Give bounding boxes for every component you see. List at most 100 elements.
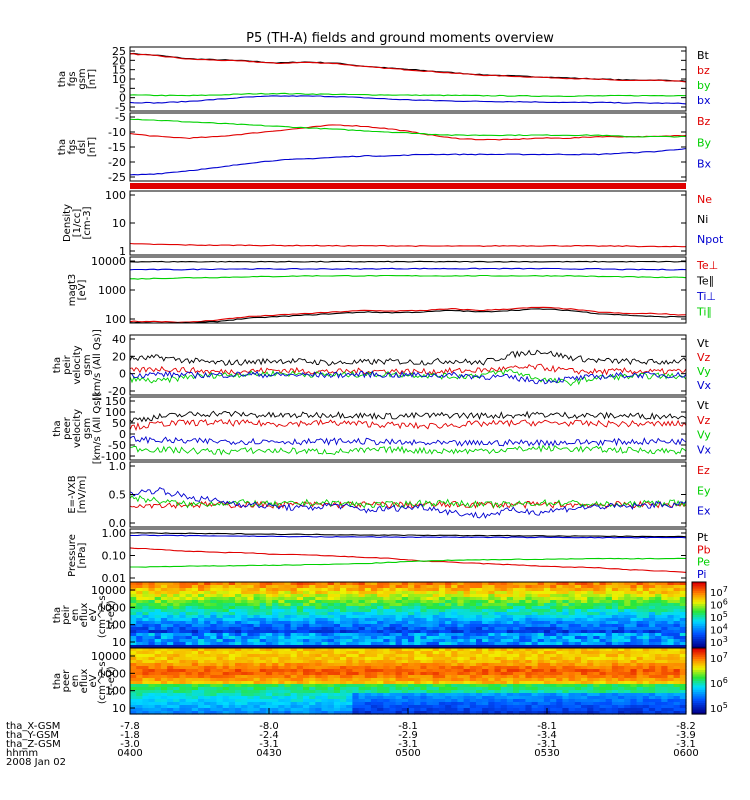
heat-cell [321, 705, 329, 709]
heat-cell [340, 600, 347, 604]
y-axis-label: eV [88, 608, 99, 621]
heat-cell [154, 684, 162, 688]
heat-cell [482, 594, 489, 598]
heat-cell [451, 648, 458, 652]
colorbar-cell [692, 623, 706, 627]
heat-cell [327, 597, 335, 601]
y-axis-label: tha [52, 607, 63, 623]
heat-cell [587, 666, 594, 670]
heat-cell [587, 618, 594, 622]
heat-cell [636, 669, 644, 673]
heat-cell [352, 681, 360, 685]
heat-cell [253, 693, 261, 697]
heat-cell [309, 588, 316, 592]
heat-cell [457, 642, 465, 646]
heat-cell [340, 615, 347, 619]
heat-cell [216, 618, 224, 622]
heat-cell [500, 591, 508, 595]
ephemeris-value: -3.1 [398, 739, 418, 750]
heat-cell [333, 582, 341, 586]
heat-cell [154, 609, 162, 613]
ephemeris-value: -2.4 [259, 730, 279, 741]
heat-cell [438, 663, 446, 667]
heat-cell [556, 654, 564, 658]
heat-cell [605, 624, 613, 628]
heat-cell [333, 684, 341, 688]
heat-cell [556, 624, 564, 628]
heat-cell [426, 618, 434, 622]
heat-cell [432, 609, 440, 613]
heat-cell [451, 612, 458, 616]
heat-cell [550, 693, 557, 697]
heat-cell [309, 687, 316, 691]
heat-cell [383, 675, 391, 679]
heat-cell [457, 696, 465, 700]
heat-cell [537, 678, 545, 682]
heat-cell [488, 645, 496, 649]
heat-cell [241, 618, 248, 622]
heat-cell [309, 594, 316, 598]
heat-cell [296, 696, 304, 700]
heat-cell [494, 657, 502, 661]
heat-cell [457, 633, 465, 637]
heat-cell [290, 624, 298, 628]
heat-cell [377, 702, 384, 706]
heat-cell [296, 666, 304, 670]
heat-cell [340, 672, 347, 676]
heat-cell [395, 609, 403, 613]
y-axis-label: fgs [67, 139, 78, 154]
heat-cell [482, 657, 489, 661]
heat-cell [142, 606, 150, 610]
heat-cell [309, 618, 316, 622]
heat-cell [630, 672, 638, 676]
heat-cell [259, 672, 267, 676]
heat-cell [173, 600, 180, 604]
heat-cell [593, 687, 601, 691]
heat-cell [519, 702, 526, 706]
heat-cell [667, 609, 675, 613]
heat-cell [284, 633, 292, 637]
heat-cell [191, 705, 199, 709]
heat-cell [389, 582, 397, 586]
heat-cell [550, 711, 557, 715]
heat-cell [389, 699, 397, 703]
heat-cell [364, 651, 372, 655]
heat-cell [673, 636, 681, 640]
heat-cell [321, 633, 329, 637]
y-tick-label: -100 [101, 450, 126, 463]
heat-cell [420, 669, 428, 673]
heat-cell [315, 711, 323, 715]
heat-cell [679, 687, 687, 691]
heat-cell [395, 645, 403, 649]
heat-cell [451, 693, 458, 697]
heat-cell [259, 621, 267, 625]
heat-cell [185, 603, 193, 607]
heat-cell [562, 627, 570, 631]
heat-cell [568, 633, 576, 637]
heat-cell [494, 708, 502, 712]
heat-cell [494, 600, 502, 604]
heat-cell [327, 699, 335, 703]
heat-cell [655, 654, 662, 658]
heat-cell [574, 663, 582, 667]
heat-cell [259, 690, 267, 694]
heat-cell [321, 660, 329, 664]
heat-cell [476, 681, 483, 685]
heat-cell [154, 585, 162, 589]
heat-cell [228, 597, 236, 601]
heat-cell [352, 627, 360, 631]
heat-cell [537, 705, 545, 709]
heat-cell [513, 585, 520, 589]
ephemeris-value: -8.1 [398, 721, 418, 732]
heat-cell [648, 591, 656, 595]
heat-cell [315, 618, 323, 622]
heat-cell [290, 654, 298, 658]
heat-cell [333, 651, 341, 655]
heat-cell [364, 684, 372, 688]
heat-cell [346, 636, 353, 640]
heat-cell [265, 627, 273, 631]
heat-cell [445, 645, 452, 649]
heat-cell [593, 651, 601, 655]
heat-cell [364, 627, 372, 631]
